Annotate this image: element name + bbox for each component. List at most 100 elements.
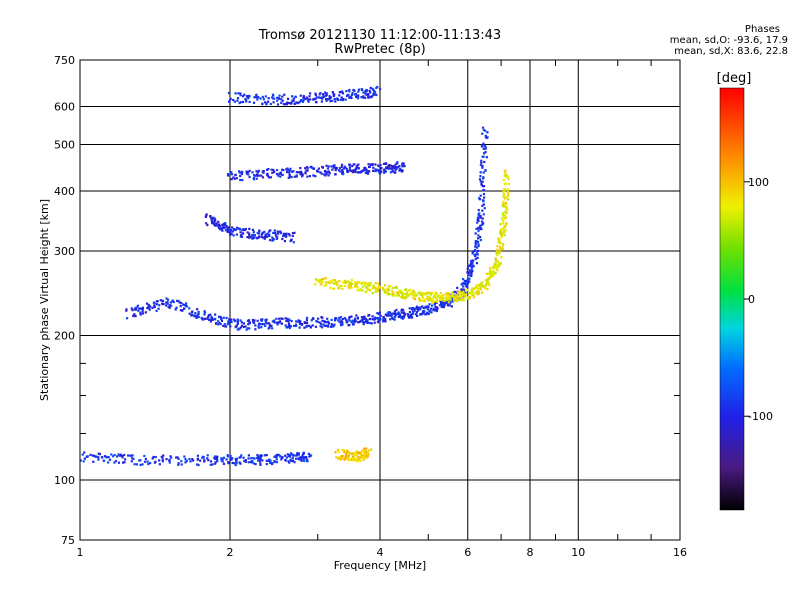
echo-point xyxy=(476,246,479,249)
colorbar-tick-label: 100 xyxy=(748,176,769,189)
echo-point xyxy=(374,288,377,291)
echo-point xyxy=(291,99,294,102)
echo-point xyxy=(476,256,479,259)
echo-point xyxy=(275,321,279,324)
echo-point xyxy=(498,238,501,242)
echo-point xyxy=(300,172,303,175)
echo-point xyxy=(481,199,485,202)
echo-point xyxy=(273,321,276,324)
echo-point xyxy=(481,180,484,183)
echo-point xyxy=(306,175,309,178)
echo-point xyxy=(207,459,210,462)
echo-point xyxy=(389,314,392,317)
echo-point xyxy=(445,292,448,295)
echo-point xyxy=(363,315,366,318)
echo-point xyxy=(371,286,375,289)
echo-point xyxy=(100,456,103,459)
echo-point xyxy=(307,100,310,103)
x-tick-label: 1 xyxy=(77,546,84,559)
echo-point xyxy=(188,457,191,461)
echo-point xyxy=(139,311,142,314)
echo-point xyxy=(295,457,298,460)
echo-point xyxy=(501,245,505,248)
echo-point xyxy=(136,304,140,307)
echo-point xyxy=(467,273,470,276)
echo-point xyxy=(350,281,353,284)
echo-point xyxy=(269,176,273,179)
echo-point xyxy=(359,456,362,459)
echo-point xyxy=(223,226,226,229)
echo-point xyxy=(474,243,477,246)
echo-point xyxy=(402,312,406,315)
echo-point xyxy=(391,312,394,316)
echo-point xyxy=(191,310,194,313)
echo-point xyxy=(146,460,149,463)
echo-point xyxy=(166,302,169,305)
echo-point xyxy=(308,174,312,178)
echo-point xyxy=(502,202,505,205)
echo-point xyxy=(332,324,335,327)
echo-point xyxy=(403,165,406,168)
echo-point xyxy=(301,454,304,458)
echo-point xyxy=(477,287,480,291)
echo-point xyxy=(234,173,237,176)
echo-point xyxy=(111,455,115,458)
echo-point xyxy=(249,460,252,463)
echo-point xyxy=(239,235,242,238)
echo-point xyxy=(365,320,368,323)
echo-point xyxy=(246,231,249,234)
echo-point xyxy=(231,226,234,229)
echo-point xyxy=(461,292,464,295)
echo-point xyxy=(221,460,224,463)
echo-point xyxy=(462,299,465,302)
echo-point xyxy=(324,324,327,328)
echo-point xyxy=(229,454,232,458)
echo-point xyxy=(361,281,364,284)
echo-point xyxy=(326,324,329,327)
echo-point xyxy=(275,455,278,458)
echo-point xyxy=(125,317,129,320)
echo-point xyxy=(483,207,486,210)
echo-point xyxy=(340,456,343,459)
echo-point xyxy=(329,325,332,328)
echo-point xyxy=(429,307,433,310)
echo-point xyxy=(461,282,464,285)
echo-point xyxy=(382,320,385,323)
echo-point xyxy=(121,456,124,459)
echo-point xyxy=(255,237,259,240)
echo-point xyxy=(159,299,162,302)
y-tick-label: 750 xyxy=(54,54,75,67)
echo-point xyxy=(289,459,293,462)
echo-point xyxy=(340,169,344,172)
echo-point xyxy=(217,320,220,323)
echo-point xyxy=(395,291,398,294)
echo-point xyxy=(183,455,186,458)
echo-point xyxy=(476,253,479,256)
echo-point xyxy=(81,453,84,456)
echo-point xyxy=(180,463,183,466)
y-tick-label: 300 xyxy=(54,245,75,258)
echo-point xyxy=(206,454,209,457)
echo-point xyxy=(340,165,343,168)
echo-point xyxy=(373,317,377,321)
echo-point xyxy=(273,460,276,464)
echo-point xyxy=(458,294,461,297)
echo-point xyxy=(261,231,264,234)
echo-point xyxy=(468,295,472,299)
echo-point xyxy=(380,166,383,170)
echo-point xyxy=(214,461,217,464)
echo-point xyxy=(269,324,272,328)
echo-point xyxy=(353,453,356,457)
echo-point xyxy=(447,300,450,304)
echo-point xyxy=(239,174,242,178)
echo-point xyxy=(396,162,399,165)
chart-title: Tromsø 20121130 11:12:00-11:13:43 xyxy=(258,28,502,43)
echo-point xyxy=(411,306,415,310)
echo-point xyxy=(349,283,352,286)
echo-point xyxy=(452,297,456,300)
echo-point xyxy=(264,101,267,104)
echo-point xyxy=(478,212,481,215)
echo-point xyxy=(237,92,240,95)
